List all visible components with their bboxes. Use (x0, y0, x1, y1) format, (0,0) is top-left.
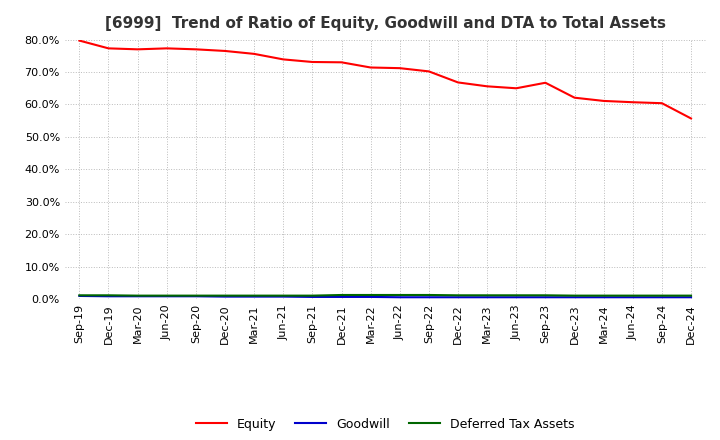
Goodwill (250, 294, 258, 299)
Goodwill (454, 295, 462, 300)
Equity (570, 95, 579, 100)
Goodwill (104, 293, 113, 299)
Goodwill (425, 295, 433, 300)
Goodwill (279, 294, 287, 299)
Equity (250, 51, 258, 56)
Deferred Tax Assets (454, 293, 462, 298)
Deferred Tax Assets (570, 293, 579, 298)
Goodwill (75, 293, 84, 299)
Equity (629, 99, 637, 105)
Equity (279, 57, 287, 62)
Goodwill (366, 294, 375, 300)
Goodwill (337, 294, 346, 300)
Deferred Tax Assets (395, 292, 404, 297)
Goodwill (192, 293, 200, 299)
Line: Goodwill: Goodwill (79, 296, 691, 297)
Deferred Tax Assets (104, 293, 113, 298)
Goodwill (541, 295, 550, 300)
Equity (541, 80, 550, 85)
Deferred Tax Assets (250, 293, 258, 298)
Goodwill (133, 293, 142, 299)
Goodwill (657, 295, 666, 300)
Deferred Tax Assets (483, 293, 492, 298)
Equity (133, 47, 142, 52)
Title: [6999]  Trend of Ratio of Equity, Goodwill and DTA to Total Assets: [6999] Trend of Ratio of Equity, Goodwil… (104, 16, 666, 32)
Deferred Tax Assets (629, 293, 637, 298)
Equity (395, 66, 404, 71)
Deferred Tax Assets (163, 293, 171, 298)
Goodwill (599, 295, 608, 300)
Goodwill (570, 295, 579, 300)
Equity (337, 60, 346, 65)
Goodwill (220, 294, 229, 299)
Deferred Tax Assets (133, 293, 142, 298)
Equity (366, 65, 375, 70)
Equity (512, 86, 521, 91)
Equity (425, 69, 433, 74)
Goodwill (308, 294, 317, 300)
Equity (75, 38, 84, 43)
Equity (454, 80, 462, 85)
Equity (104, 46, 113, 51)
Deferred Tax Assets (337, 292, 346, 297)
Goodwill (629, 295, 637, 300)
Deferred Tax Assets (425, 292, 433, 297)
Equity (192, 47, 200, 52)
Goodwill (395, 295, 404, 300)
Deferred Tax Assets (75, 293, 84, 298)
Line: Deferred Tax Assets: Deferred Tax Assets (79, 295, 691, 296)
Deferred Tax Assets (366, 292, 375, 297)
Deferred Tax Assets (687, 293, 696, 298)
Deferred Tax Assets (279, 293, 287, 298)
Deferred Tax Assets (220, 293, 229, 298)
Equity (163, 46, 171, 51)
Deferred Tax Assets (599, 293, 608, 298)
Line: Equity: Equity (79, 40, 691, 118)
Equity (308, 59, 317, 65)
Equity (657, 101, 666, 106)
Deferred Tax Assets (512, 293, 521, 298)
Equity (687, 116, 696, 121)
Goodwill (687, 295, 696, 300)
Goodwill (483, 295, 492, 300)
Equity (483, 84, 492, 89)
Legend: Equity, Goodwill, Deferred Tax Assets: Equity, Goodwill, Deferred Tax Assets (191, 413, 580, 436)
Equity (220, 48, 229, 54)
Equity (599, 98, 608, 103)
Goodwill (163, 293, 171, 299)
Deferred Tax Assets (541, 293, 550, 298)
Deferred Tax Assets (657, 293, 666, 298)
Goodwill (512, 295, 521, 300)
Deferred Tax Assets (308, 293, 317, 298)
Deferred Tax Assets (192, 293, 200, 298)
